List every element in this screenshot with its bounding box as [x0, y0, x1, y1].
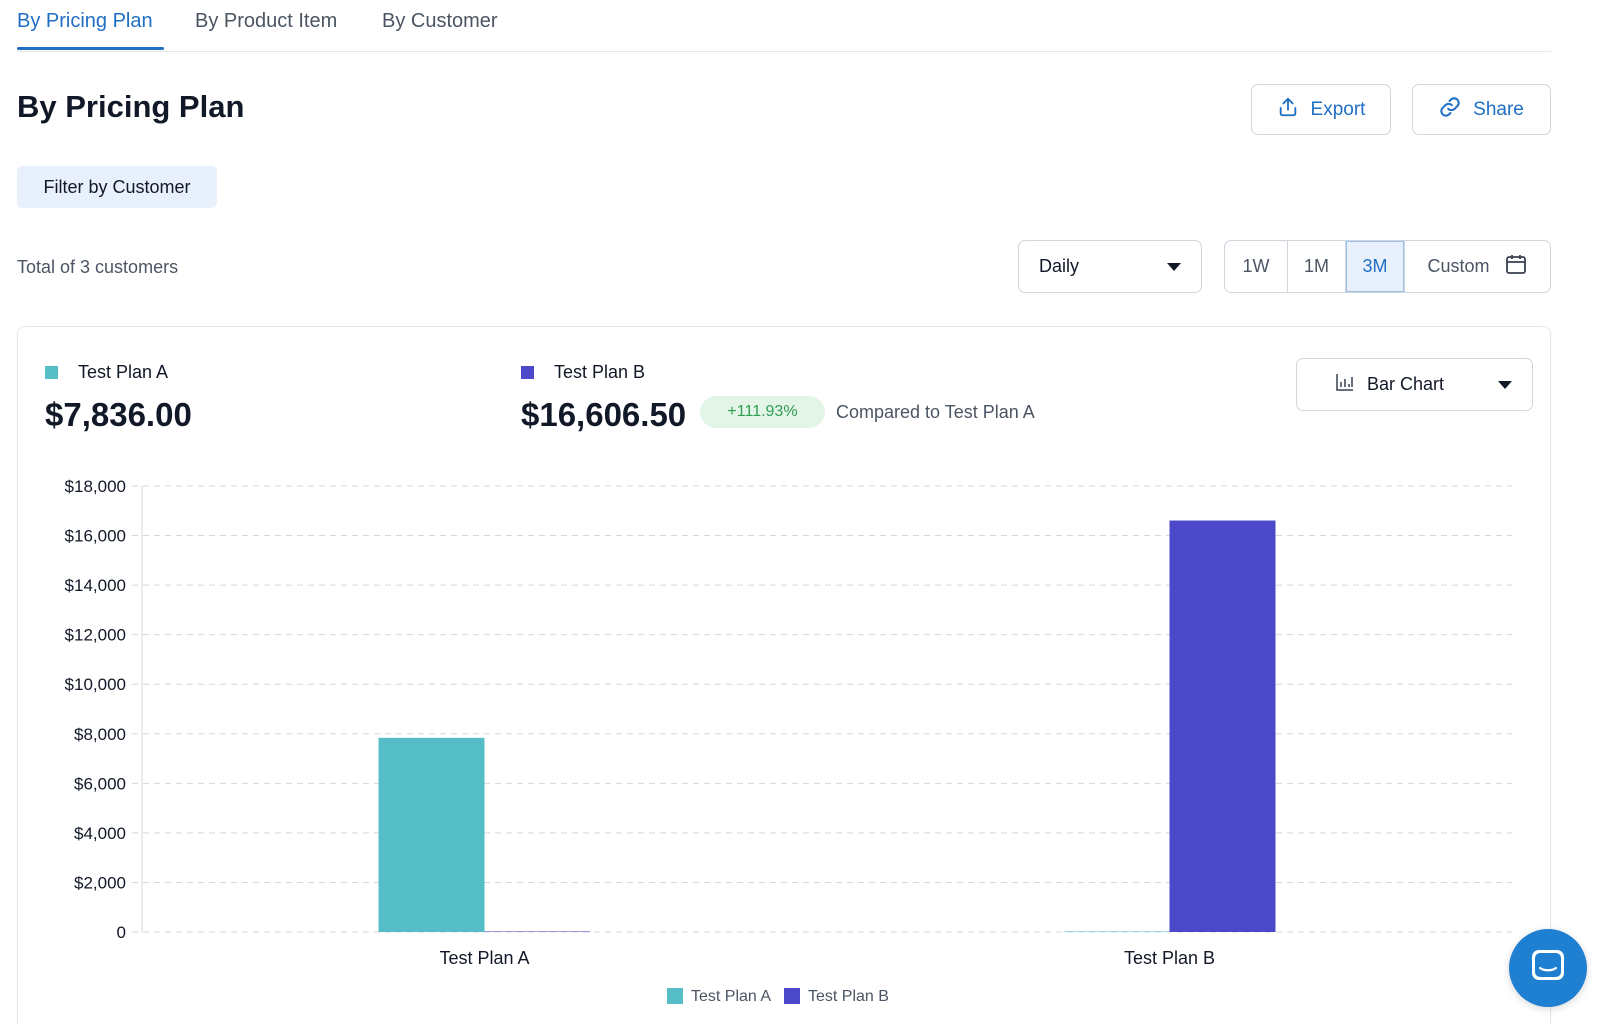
bar	[1169, 520, 1276, 932]
chevron-down-icon	[1498, 381, 1512, 389]
export-label: Export	[1310, 98, 1366, 120]
range-custom-label: Custom	[1427, 256, 1490, 276]
chart-legend: Test Plan A Test Plan B	[667, 988, 889, 1005]
tab-bar: By Pricing Plan By Product Item By Custo…	[17, 0, 1551, 52]
y-tick-label: $10,000	[65, 675, 126, 694]
y-tick-label: $2,000	[74, 873, 126, 892]
y-tick-label: 0	[117, 923, 126, 942]
chevron-down-icon	[1167, 263, 1181, 271]
y-tick-label: $16,000	[65, 527, 126, 546]
export-button[interactable]: Export	[1251, 84, 1391, 135]
kpi-plan-a-legend: Test Plan A	[45, 362, 168, 383]
total-customers-text: Total of 3 customers	[17, 257, 179, 277]
y-tick-label: $14,000	[65, 576, 126, 595]
range-1m-button[interactable]: 1M	[1288, 241, 1346, 292]
plan-a-value: $7,836.00	[45, 396, 192, 433]
link-icon	[1439, 96, 1461, 124]
chat-button[interactable]	[1509, 929, 1587, 1007]
active-tab-indicator	[17, 47, 164, 50]
chat-icon	[1528, 946, 1568, 991]
x-tick-label: Test Plan A	[439, 948, 529, 968]
bar	[378, 737, 485, 932]
range-3m-button[interactable]: 3M	[1346, 241, 1405, 292]
x-tick-label: Test Plan B	[1124, 948, 1215, 968]
bar-chart-icon	[1335, 372, 1355, 397]
bar-chart: 0 $2,000 $4,000 $6,000 $8,000 $10,000 $12,000 $…	[65, 477, 1512, 1005]
plan-b-value: $16,606.50	[521, 396, 687, 433]
legend-label: Test Plan A	[691, 988, 771, 1005]
y-tick-label: $8,000	[74, 725, 126, 744]
bar	[1063, 931, 1170, 932]
interval-value: Daily	[1039, 256, 1080, 276]
y-tick-label: $18,000	[65, 477, 126, 496]
chart-grid	[132, 485, 1512, 933]
calendar-icon	[1504, 252, 1528, 281]
upload-icon	[1277, 96, 1299, 124]
legend-swatch	[667, 988, 683, 1004]
legend-swatch	[784, 988, 800, 1004]
filter-by-customer-button[interactable]: Filter by Customer	[17, 166, 217, 208]
chart-axes: 0 $2,000 $4,000 $6,000 $8,000 $10,000 $12,000 $…	[65, 477, 1215, 968]
range-custom-button[interactable]: Custom	[1405, 241, 1550, 292]
y-tick-label: $6,000	[74, 774, 126, 793]
tab-by-product-item[interactable]: By Product Item	[195, 10, 338, 32]
chart-type-select[interactable]: Bar Chart	[1296, 358, 1533, 411]
delta-badge: +111.93%	[700, 396, 825, 428]
plan-a-name: Test Plan A	[78, 362, 169, 382]
tab-by-customer[interactable]: By Customer	[382, 10, 498, 32]
share-button[interactable]: Share	[1412, 84, 1551, 135]
time-range-group: 1W 1M 3M Custom	[1224, 240, 1551, 293]
plan-a-swatch	[45, 366, 58, 379]
share-label: Share	[1473, 98, 1524, 120]
interval-select[interactable]: Daily	[1018, 240, 1202, 293]
chart-type-value: Bar Chart	[1367, 374, 1445, 394]
plan-b-name: Test Plan B	[554, 362, 646, 382]
tab-by-pricing-plan[interactable]: By Pricing Plan	[17, 10, 153, 32]
chart-card	[17, 326, 1551, 1024]
kpi-plan-b-legend: Test Plan B	[521, 362, 645, 383]
plan-b-swatch	[521, 366, 534, 379]
range-1w-button[interactable]: 1W	[1225, 241, 1288, 292]
legend-label: Test Plan B	[808, 988, 889, 1005]
compare-text: Compared to Test Plan A	[836, 402, 1035, 422]
bar	[484, 931, 591, 932]
page-title: By Pricing Plan	[17, 89, 245, 124]
y-tick-label: $4,000	[74, 824, 126, 843]
y-tick-label: $12,000	[65, 626, 126, 645]
chart-bars	[378, 520, 1276, 932]
